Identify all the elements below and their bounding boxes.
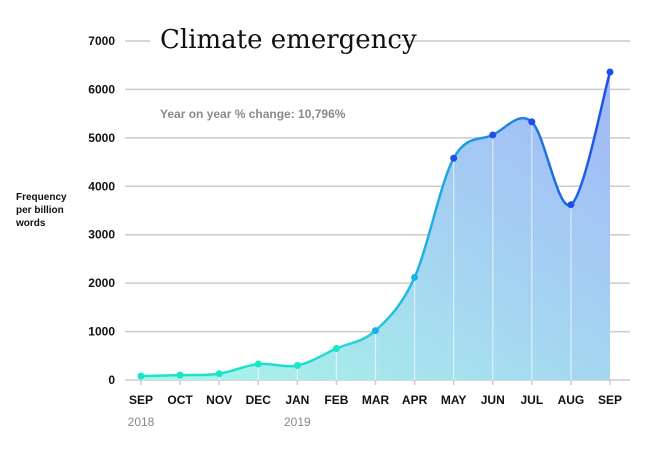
x-tick-label: SEP <box>598 393 622 407</box>
data-point <box>332 345 340 353</box>
x-tick-label: APR <box>402 393 428 407</box>
y-tick-label: 6000 <box>88 82 115 96</box>
annotation: Year on year % change: 10,796% <box>160 107 346 121</box>
y-axis-label-1: Frequency <box>16 192 67 203</box>
x-tick-label: JUL <box>520 393 543 407</box>
x-tick-label: DEC <box>246 393 272 407</box>
y-tick-label: 0 <box>108 373 115 387</box>
y-tick-label: 2000 <box>88 276 115 290</box>
y-tick-label: 4000 <box>88 179 115 193</box>
x-tick-label: JUN <box>481 393 505 407</box>
data-point <box>215 370 223 378</box>
data-point <box>411 273 419 281</box>
data-point <box>254 360 262 368</box>
x-tick-label: FEB <box>324 393 348 407</box>
data-point <box>567 201 575 209</box>
y-tick-label: 3000 <box>88 228 115 242</box>
data-point <box>372 327 379 335</box>
chart-title: Climate emergency <box>160 25 417 55</box>
series-line <box>140 71 612 378</box>
data-point <box>450 154 458 162</box>
data-point <box>293 361 301 369</box>
x-tick-label: NOV <box>206 393 232 407</box>
data-point <box>606 68 614 76</box>
year-label: 2019 <box>284 415 311 429</box>
y-tick-label: 1000 <box>88 325 115 339</box>
y-axis-label-2: per billion <box>16 205 64 216</box>
data-point <box>489 131 497 139</box>
x-tick-label: JAN <box>285 393 309 407</box>
year-label: 2018 <box>128 415 155 429</box>
x-tick-label: MAY <box>441 393 467 407</box>
y-tick-label: 5000 <box>88 131 115 145</box>
y-axis-label-3: words <box>15 218 46 229</box>
data-point <box>176 371 184 379</box>
x-tick-label: OCT <box>167 393 193 407</box>
data-point <box>528 118 536 126</box>
x-tick-label: AUG <box>558 393 585 407</box>
x-tick-label: SEP <box>129 393 153 407</box>
y-tick-label: 7000 <box>88 34 115 48</box>
x-tick-label: MAR <box>362 393 390 407</box>
data-point <box>137 372 145 380</box>
